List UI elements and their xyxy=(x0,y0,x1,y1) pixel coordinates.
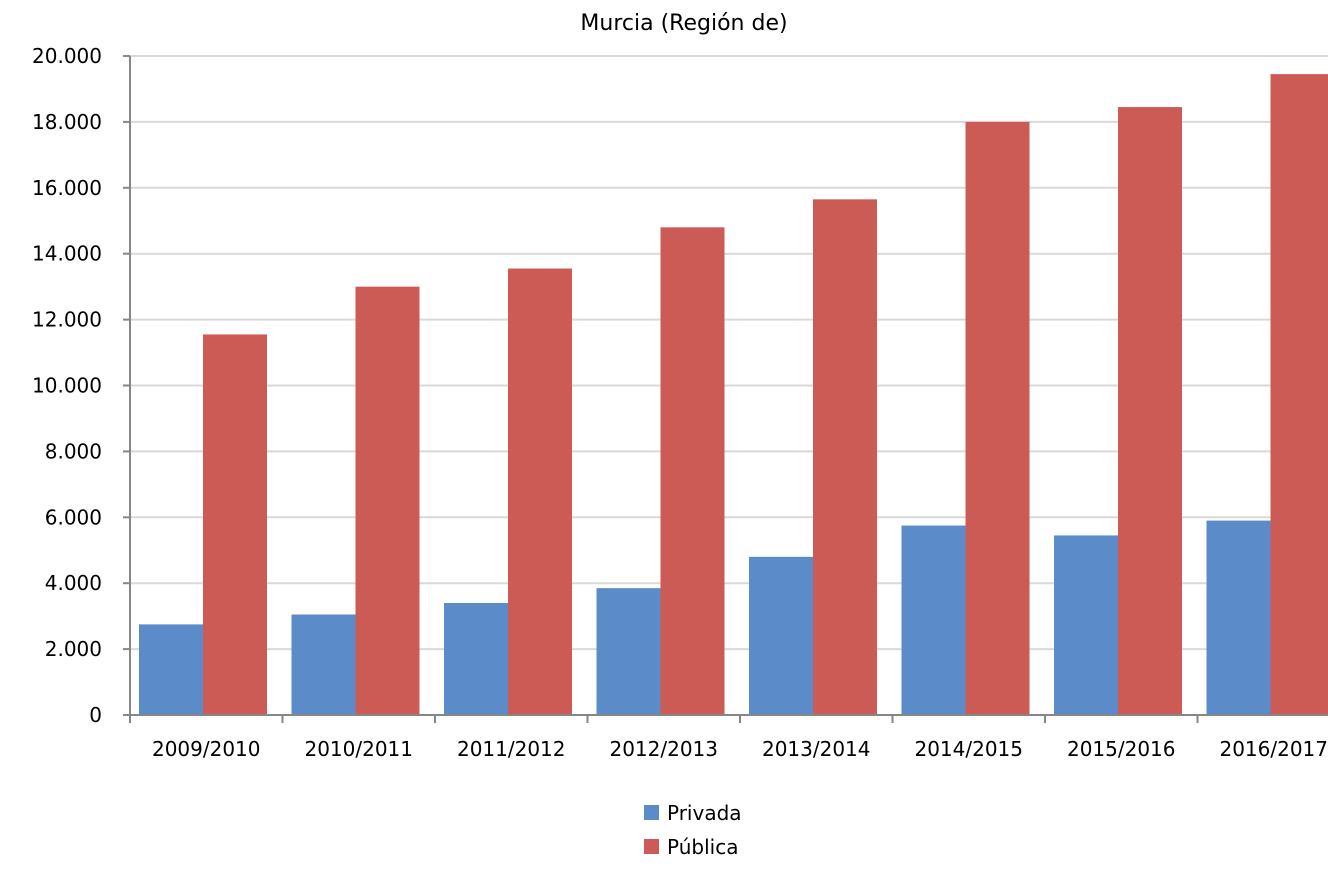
x-tick-label: 2011/2012 xyxy=(457,737,566,761)
legend-label: Pública xyxy=(667,835,738,859)
y-tick-label: 12.000 xyxy=(32,308,102,332)
bar-privada xyxy=(902,526,966,715)
y-tick-label: 4.000 xyxy=(45,571,102,595)
x-tick-label: 2014/2015 xyxy=(914,737,1023,761)
y-tick-label: 0 xyxy=(89,703,102,727)
chart-title: Murcia (Región de) xyxy=(580,11,787,36)
x-tick-label: 2015/2016 xyxy=(1067,737,1176,761)
y-tick-label: 6.000 xyxy=(45,505,102,529)
x-tick-label: 2009/2010 xyxy=(152,737,261,761)
bar-privada xyxy=(139,624,203,715)
y-tick-label: 18.000 xyxy=(32,110,102,134)
bar-p-blica xyxy=(1271,74,1328,715)
bar-p-blica xyxy=(966,122,1030,715)
bar-p-blica xyxy=(1118,107,1182,715)
y-tick-label: 8.000 xyxy=(45,439,102,463)
x-tick-label: 2013/2014 xyxy=(762,737,871,761)
bar-p-blica xyxy=(813,199,877,715)
legend-label: Privada xyxy=(667,801,742,825)
legend: Privada Pública xyxy=(644,801,742,859)
bars xyxy=(139,74,1328,715)
legend-swatch xyxy=(644,805,659,820)
bar-p-blica xyxy=(356,287,420,715)
bar-privada xyxy=(749,557,813,715)
bar-privada xyxy=(1207,521,1271,715)
bar-privada xyxy=(1054,535,1118,715)
bar-privada xyxy=(292,615,356,715)
y-tick-label: 10.000 xyxy=(32,374,102,398)
bar-p-blica xyxy=(203,334,267,715)
x-tick-label: 2012/2013 xyxy=(609,737,718,761)
y-tick-label: 14.000 xyxy=(32,242,102,266)
legend-swatch xyxy=(644,839,659,854)
bar-p-blica xyxy=(508,269,572,715)
y-tick-label: 16.000 xyxy=(32,176,102,200)
bar-privada xyxy=(597,588,661,715)
y-tick-label: 20.000 xyxy=(32,44,102,68)
y-tick-label: 2.000 xyxy=(45,637,102,661)
x-tick-label: 2016/2017 xyxy=(1219,737,1328,761)
bar-privada xyxy=(444,603,508,715)
bar-p-blica xyxy=(661,227,725,715)
x-tick-label: 2010/2011 xyxy=(304,737,413,761)
